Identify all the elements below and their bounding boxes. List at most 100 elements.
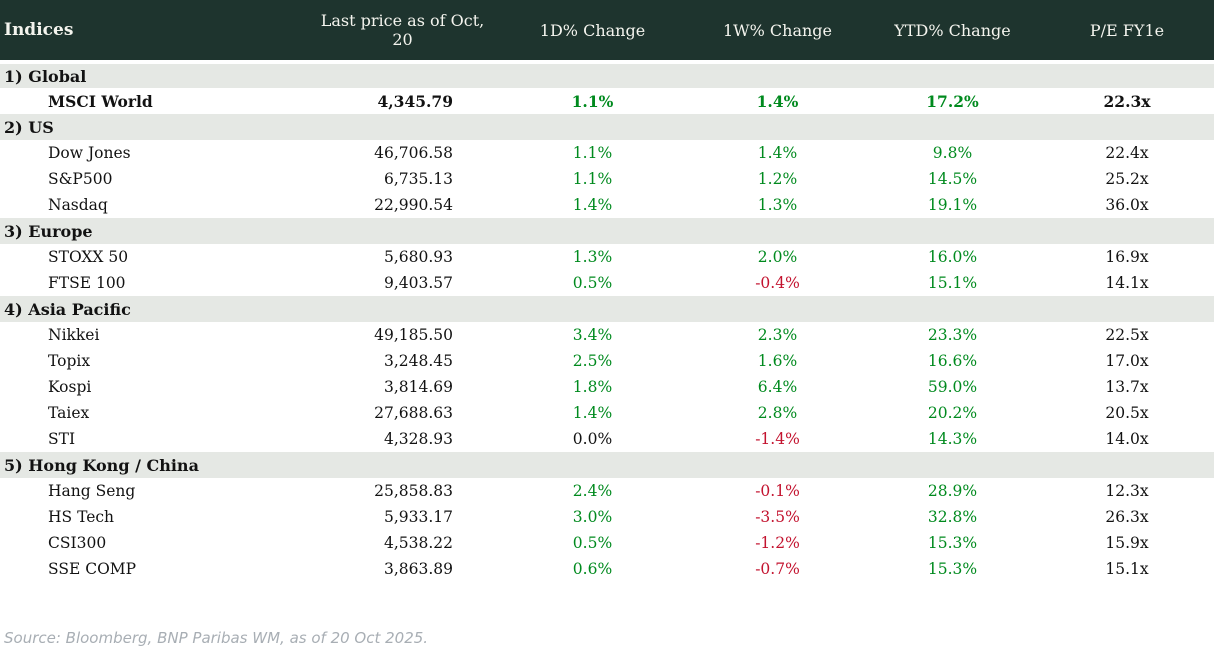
- pe-cell: 15.9x: [1105, 534, 1149, 552]
- index-name-cell: SSE COMP: [48, 560, 137, 578]
- index-name-cell: S&P500: [48, 170, 113, 188]
- section-label: 5) Hong Kong / China: [0, 452, 1214, 478]
- 1d-change-cell: 1.4%: [572, 404, 613, 422]
- ytd-change-cell: 15.3%: [927, 560, 978, 578]
- 1w-change-cell: 6.4%: [757, 378, 798, 396]
- 1d-change-cell: 0.0%: [572, 430, 613, 448]
- ytd-change-cell: 17.2%: [926, 91, 979, 111]
- ytd-change-cell: 19.1%: [927, 196, 978, 214]
- price-cell: 6,735.13: [383, 170, 453, 188]
- index-name-cell: Kospi: [48, 378, 92, 396]
- pe-cell: 22.4x: [1105, 144, 1149, 162]
- price-cell: 22,990.54: [374, 196, 453, 214]
- table-row: STOXX 50 5,680.93 1.3% 2.0% 16.0% 16.9x: [0, 244, 1214, 270]
- 1d-change-cell: 0.5%: [572, 274, 613, 292]
- section-row: 1) Global: [0, 62, 1214, 88]
- 1w-change-cell: -3.5%: [755, 508, 800, 526]
- column-header-ytd-change: YTD% Change: [865, 0, 1040, 64]
- pe-cell: 26.3x: [1105, 508, 1149, 526]
- table-row: SSE COMP 3,863.89 0.6% -0.7% 15.3% 15.1x: [0, 556, 1214, 582]
- indices-table: Indices Last price as of Oct, 20 1D% Chan…: [0, 0, 1214, 582]
- 1w-change-cell: 2.8%: [757, 404, 798, 422]
- column-header-last-price: Last price as of Oct, 20: [310, 0, 495, 64]
- pe-cell: 12.3x: [1105, 482, 1149, 500]
- 1w-change-cell: -0.1%: [755, 482, 800, 500]
- 1w-change-cell: -1.2%: [755, 534, 800, 552]
- 1w-change-cell: 1.2%: [757, 170, 798, 188]
- 1w-change-cell: 1.4%: [757, 144, 798, 162]
- price-cell: 4,328.93: [383, 430, 453, 448]
- 1d-change-cell: 1.8%: [572, 378, 613, 396]
- pe-cell: 14.0x: [1105, 430, 1149, 448]
- 1w-change-cell: 1.3%: [757, 196, 798, 214]
- section-row: 4) Asia Pacific: [0, 296, 1214, 322]
- pe-cell: 13.7x: [1105, 378, 1149, 396]
- ytd-change-cell: 14.5%: [927, 170, 978, 188]
- 1d-change-cell: 2.4%: [572, 482, 613, 500]
- table-header-row: Indices Last price as of Oct, 20 1D% Chan…: [0, 0, 1214, 64]
- 1d-change-cell: 0.5%: [572, 534, 613, 552]
- ytd-change-cell: 16.6%: [927, 352, 978, 370]
- 1d-change-cell: 1.4%: [572, 196, 613, 214]
- section-label: 3) Europe: [0, 218, 1214, 244]
- price-cell: 5,933.17: [383, 508, 453, 526]
- price-cell: 3,248.45: [383, 352, 453, 370]
- table-row: Kospi 3,814.69 1.8% 6.4% 59.0% 13.7x: [0, 374, 1214, 400]
- table-row: Nasdaq 22,990.54 1.4% 1.3% 19.1% 36.0x: [0, 192, 1214, 218]
- price-cell: 3,863.89: [383, 560, 453, 578]
- index-name-cell: Nasdaq: [48, 196, 108, 214]
- section-row: 5) Hong Kong / China: [0, 452, 1214, 478]
- price-cell: 4,538.22: [383, 534, 453, 552]
- ytd-change-cell: 15.1%: [927, 274, 978, 292]
- price-cell: 3,814.69: [383, 378, 453, 396]
- ytd-change-cell: 14.3%: [927, 430, 978, 448]
- 1d-change-cell: 2.5%: [572, 352, 613, 370]
- price-cell: 5,680.93: [383, 248, 453, 266]
- section-row: 3) Europe: [0, 218, 1214, 244]
- 1w-change-cell: -1.4%: [755, 430, 800, 448]
- table-row: Hang Seng 25,858.83 2.4% -0.1% 28.9% 12.3x: [0, 478, 1214, 504]
- pe-cell: 25.2x: [1105, 170, 1149, 188]
- 1d-change-cell: 1.1%: [572, 144, 613, 162]
- 1d-change-cell: 0.6%: [572, 560, 613, 578]
- table-row: HS Tech 5,933.17 3.0% -3.5% 32.8% 26.3x: [0, 504, 1214, 530]
- table-row: Nikkei 49,185.50 3.4% 2.3% 23.3% 22.5x: [0, 322, 1214, 348]
- ytd-change-cell: 15.3%: [927, 534, 978, 552]
- ytd-change-cell: 32.8%: [927, 508, 978, 526]
- table-row: STI 4,328.93 0.0% -1.4% 14.3% 14.0x: [0, 426, 1214, 452]
- index-name-cell: CSI300: [48, 534, 107, 552]
- source-note: Source: Bloomberg, BNP Paribas WM, as of…: [4, 629, 429, 647]
- price-cell: 9,403.57: [383, 274, 453, 292]
- 1d-change-cell: 1.1%: [572, 170, 613, 188]
- index-name-cell: Taiex: [48, 404, 90, 422]
- ytd-change-cell: 9.8%: [932, 144, 973, 162]
- index-name-cell: STI: [48, 430, 76, 448]
- price-cell: 46,706.58: [374, 144, 453, 162]
- ytd-change-cell: 16.0%: [927, 248, 978, 266]
- table-row: MSCI World 4,345.79 1.1% 1.4% 17.2% 22.3x: [0, 88, 1214, 114]
- index-name-cell: Nikkei: [48, 326, 100, 344]
- 1w-change-cell: 2.0%: [757, 248, 798, 266]
- index-name-cell: HS Tech: [48, 508, 115, 526]
- 1d-change-cell: 1.3%: [572, 248, 613, 266]
- pe-cell: 36.0x: [1105, 196, 1149, 214]
- pe-cell: 22.5x: [1105, 326, 1149, 344]
- 1w-change-cell: 2.3%: [757, 326, 798, 344]
- price-cell: 25,858.83: [374, 482, 453, 500]
- 1w-change-cell: -0.7%: [755, 560, 800, 578]
- ytd-change-cell: 28.9%: [927, 482, 978, 500]
- section-label: 1) Global: [0, 62, 1214, 88]
- price-cell: 49,185.50: [374, 326, 453, 344]
- 1d-change-cell: 3.0%: [572, 508, 613, 526]
- section-label: 4) Asia Pacific: [0, 296, 1214, 322]
- ytd-change-cell: 20.2%: [927, 404, 978, 422]
- pe-cell: 17.0x: [1105, 352, 1149, 370]
- table-body: 1) Global MSCI World 4,345.79 1.1% 1.4% 17.2%…: [0, 62, 1214, 582]
- column-header-1w-change: 1W% Change: [690, 0, 865, 64]
- table-row: Taiex 27,688.63 1.4% 2.8% 20.2% 20.5x: [0, 400, 1214, 426]
- pe-cell: 20.5x: [1105, 404, 1149, 422]
- index-name-cell: Topix: [48, 352, 91, 370]
- ytd-change-cell: 23.3%: [927, 326, 978, 344]
- column-header-1d-change: 1D% Change: [495, 0, 690, 64]
- index-name-cell: STOXX 50: [48, 248, 129, 266]
